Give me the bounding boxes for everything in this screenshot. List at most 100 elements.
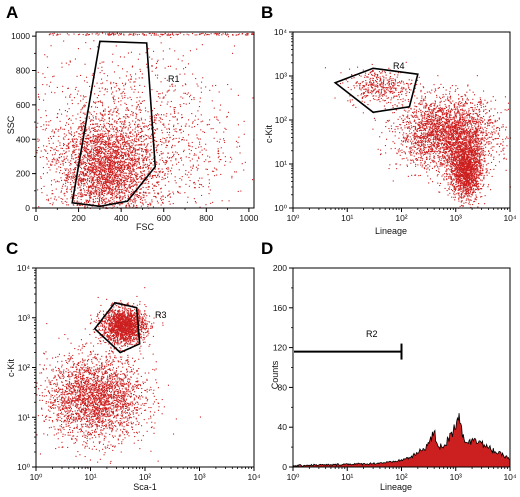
scatter-point bbox=[111, 172, 113, 174]
scatter-point bbox=[92, 120, 94, 122]
scatter-point bbox=[107, 157, 109, 159]
scatter-point bbox=[121, 128, 123, 130]
scatter-point bbox=[452, 142, 454, 144]
scatter-point bbox=[143, 159, 145, 161]
scatter-point bbox=[109, 153, 111, 155]
scatter-point bbox=[111, 193, 113, 195]
scatter-point bbox=[143, 136, 145, 138]
scatter-point bbox=[80, 189, 82, 191]
scatter-point bbox=[80, 125, 82, 127]
scatter-point bbox=[96, 149, 98, 151]
scatter-point bbox=[131, 179, 133, 181]
scatter-point bbox=[444, 148, 446, 150]
scatter-point bbox=[457, 143, 459, 145]
scatter-point bbox=[146, 152, 148, 154]
scatter-point bbox=[160, 153, 162, 155]
scatter-point bbox=[108, 174, 110, 176]
scatter-point bbox=[199, 151, 201, 153]
scatter-point bbox=[99, 179, 101, 181]
scatter-point bbox=[107, 180, 109, 182]
scatter-point bbox=[124, 179, 126, 181]
scatter-point bbox=[419, 144, 421, 146]
scatter-point bbox=[227, 36, 229, 38]
scatter-point bbox=[411, 142, 413, 144]
scatter-point bbox=[154, 133, 156, 135]
scatter-point bbox=[209, 160, 211, 162]
scatter-point bbox=[209, 89, 211, 91]
scatter-point bbox=[166, 137, 168, 139]
scatter-point bbox=[111, 189, 113, 191]
scatter-point bbox=[131, 152, 133, 154]
scatter-point bbox=[129, 176, 131, 178]
scatter-point bbox=[100, 147, 102, 149]
scatter-point bbox=[101, 190, 103, 192]
scatter-point bbox=[118, 146, 120, 148]
scatter-point bbox=[116, 111, 118, 113]
scatter-point bbox=[194, 201, 196, 203]
scatter-point bbox=[139, 198, 141, 200]
scatter-point bbox=[157, 34, 159, 36]
scatter-point bbox=[117, 168, 119, 170]
scatter-point bbox=[106, 168, 108, 170]
scatter-point bbox=[43, 185, 45, 187]
scatter-point bbox=[141, 159, 143, 161]
scatter-point bbox=[159, 159, 161, 161]
scatter-point bbox=[63, 172, 65, 174]
scatter-point bbox=[184, 192, 186, 194]
scatter-point bbox=[101, 128, 103, 130]
scatter-point bbox=[133, 191, 135, 193]
scatter-point bbox=[154, 185, 156, 187]
scatter-point bbox=[134, 149, 136, 151]
scatter-point bbox=[424, 107, 426, 109]
scatter-point bbox=[94, 129, 96, 131]
scatter-point bbox=[460, 130, 462, 132]
scatter-point bbox=[166, 168, 168, 170]
scatter-point bbox=[124, 182, 126, 184]
scatter-point bbox=[100, 135, 102, 137]
scatter-point bbox=[90, 113, 92, 115]
scatter-point bbox=[124, 121, 126, 123]
scatter-point bbox=[134, 152, 136, 154]
scatter-point bbox=[92, 159, 94, 161]
scatter-point bbox=[139, 84, 141, 86]
scatter-point bbox=[127, 137, 129, 139]
scatter-point bbox=[84, 105, 86, 107]
scatter-point bbox=[75, 86, 77, 88]
scatter-point bbox=[44, 54, 46, 56]
scatter-point bbox=[149, 176, 151, 178]
scatter-point bbox=[423, 148, 425, 150]
scatter-point bbox=[126, 165, 128, 167]
scatter-point bbox=[438, 150, 440, 152]
scatter-point bbox=[137, 181, 139, 183]
scatter-point bbox=[97, 136, 99, 138]
scatter-point bbox=[430, 150, 432, 152]
scatter-point bbox=[108, 135, 110, 137]
scatter-point bbox=[128, 167, 130, 169]
scatter-point bbox=[77, 103, 79, 105]
scatter-point bbox=[128, 161, 130, 163]
scatter-point bbox=[91, 157, 93, 159]
scatter-point bbox=[219, 159, 221, 161]
scatter-point bbox=[143, 126, 145, 128]
scatter-point bbox=[155, 114, 157, 116]
scatter-point bbox=[113, 158, 115, 160]
scatter-point bbox=[421, 123, 423, 125]
scatter-point bbox=[112, 151, 114, 153]
scatter-point bbox=[47, 66, 49, 68]
scatter-point bbox=[141, 91, 143, 93]
scatter-point bbox=[174, 130, 176, 132]
scatter-point bbox=[150, 203, 152, 205]
scatter-point bbox=[91, 177, 93, 179]
scatter-point bbox=[178, 192, 180, 194]
scatter-point bbox=[46, 124, 48, 126]
scatter-point bbox=[112, 96, 114, 98]
scatter-point bbox=[48, 33, 50, 35]
scatter-point bbox=[46, 56, 48, 58]
scatter-point bbox=[117, 183, 119, 185]
scatter-point bbox=[93, 167, 95, 169]
scatter-point bbox=[91, 147, 93, 149]
scatter-point bbox=[92, 134, 94, 136]
scatter-point bbox=[71, 99, 73, 101]
scatter-point bbox=[93, 168, 95, 170]
scatter-point bbox=[148, 159, 150, 161]
